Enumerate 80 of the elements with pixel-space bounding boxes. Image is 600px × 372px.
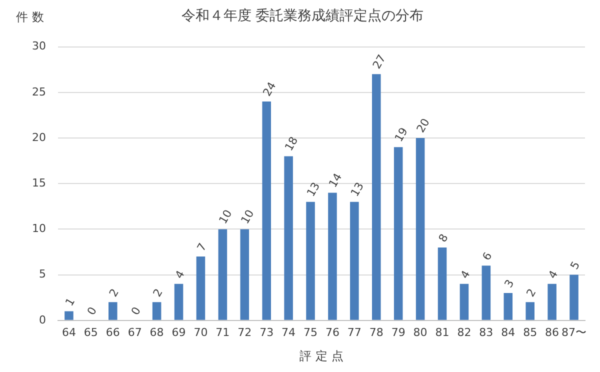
x-tick-label: 87〜	[562, 326, 587, 339]
x-tick-label: 66	[106, 326, 120, 339]
y-tick-label: 5	[38, 268, 46, 281]
x-tick-label: 70	[194, 326, 208, 339]
y-tick-label: 15	[32, 176, 46, 190]
bar	[240, 229, 250, 320]
x-tick-label: 81	[435, 326, 450, 339]
x-tick-label: 80	[413, 326, 428, 339]
bar	[504, 293, 513, 320]
x-tick-label: 79	[391, 326, 406, 339]
bar	[218, 229, 228, 320]
x-tick-label: 73	[260, 326, 274, 339]
data-label: 10	[216, 208, 235, 226]
x-tick-label: 67	[128, 326, 142, 339]
bar	[152, 302, 162, 320]
bar	[416, 138, 425, 320]
data-label: 4	[172, 268, 188, 281]
bar	[526, 302, 534, 320]
y-tick-label: 10	[32, 222, 46, 236]
bar	[328, 192, 337, 320]
x-tick-label: 86	[545, 326, 560, 339]
data-label: 14	[326, 171, 345, 190]
chart-title: 令和４年度 委託業務成績評定点の分布	[181, 8, 424, 24]
bar	[394, 147, 403, 320]
bar	[262, 102, 271, 320]
bar	[174, 284, 184, 320]
bar	[570, 274, 578, 320]
bar	[438, 247, 447, 320]
bar	[548, 284, 556, 320]
x-tick-label: 69	[172, 326, 186, 339]
data-label: 13	[348, 180, 367, 199]
data-label: 5	[568, 259, 583, 272]
y-tick-label: 0	[38, 313, 46, 326]
data-label: 8	[436, 232, 451, 244]
x-tick-label: 74	[282, 326, 296, 339]
data-label: 24	[260, 80, 279, 98]
x-tick-label: 65	[84, 326, 98, 339]
y-tick-label: 20	[32, 130, 46, 144]
x-tick-label: 82	[457, 326, 472, 339]
bar	[306, 202, 315, 320]
x-tick-label: 77	[347, 326, 362, 339]
x-tick-label: 68	[150, 326, 164, 339]
y-tick-label: 30	[32, 40, 46, 53]
data-label: 20	[414, 116, 432, 135]
data-label: 6	[480, 250, 495, 263]
data-label: 0	[84, 304, 100, 318]
y-tick-label: 25	[32, 85, 46, 98]
data-label: 2	[106, 286, 122, 300]
data-label: 1	[62, 296, 78, 308]
x-axis-title: 評 定 点	[300, 348, 344, 363]
data-label: 18	[282, 134, 301, 154]
data-label: 3	[502, 277, 517, 290]
data-label: 19	[392, 125, 410, 144]
data-label: 7	[194, 240, 210, 254]
x-tick-label: 84	[501, 326, 516, 339]
y-axis-title: 件 数	[16, 10, 44, 24]
x-tick-label: 75	[304, 326, 318, 339]
bar	[460, 284, 469, 320]
x-tick-label: 78	[369, 326, 384, 339]
data-label: 10	[238, 208, 257, 226]
bar	[196, 256, 206, 320]
bar	[64, 311, 74, 320]
data-label: 2	[150, 286, 166, 300]
x-tick-label: 72	[238, 326, 252, 339]
bar	[372, 74, 381, 320]
x-tick-label: 71	[216, 326, 230, 339]
data-label: 0	[128, 304, 144, 318]
data-label: 4	[458, 268, 473, 281]
data-label: 4	[546, 268, 561, 281]
x-tick-label: 83	[479, 326, 494, 339]
bar	[284, 156, 293, 320]
x-tick-label: 64	[62, 326, 76, 339]
data-label: 13	[304, 180, 323, 199]
bar	[482, 266, 491, 320]
bar	[108, 302, 118, 320]
data-label: 27	[370, 52, 388, 72]
data-label: 2	[524, 286, 539, 300]
x-tick-label: 85	[523, 326, 538, 339]
bar	[350, 202, 359, 320]
x-tick-label: 76	[325, 326, 340, 339]
